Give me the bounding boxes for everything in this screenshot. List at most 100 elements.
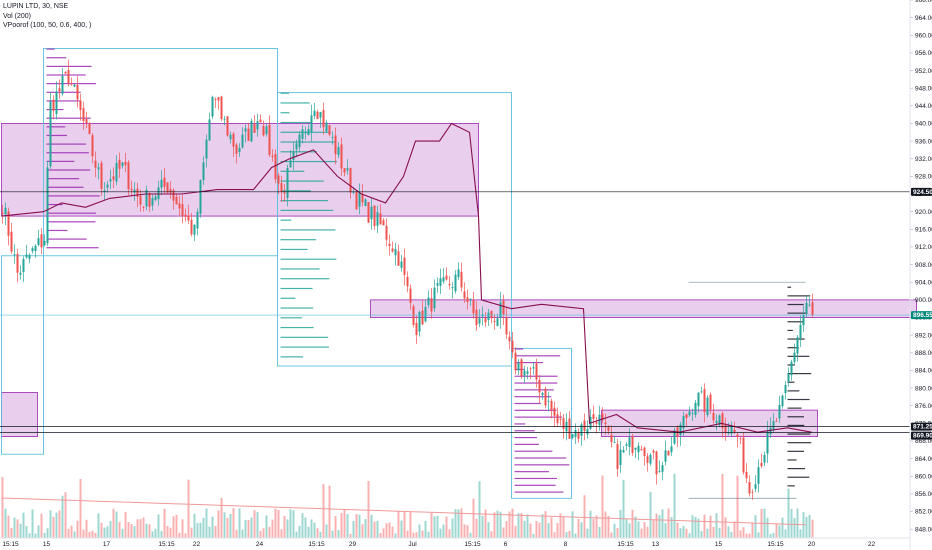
volume-bar: [196, 523, 199, 538]
candle-body: [778, 404, 781, 419]
candle-body: [634, 447, 637, 450]
volume-bar: [298, 525, 301, 538]
candle-body: [586, 429, 589, 435]
volume-bar: [319, 531, 322, 538]
candle-body: [133, 189, 136, 193]
time-axis[interactable]: 15:15 15 17 15:15 22 24 15:15 29 Jul 15:15 6 8 15:15…: [2, 541, 875, 548]
candle-body: [418, 312, 421, 332]
volume-bar: [730, 531, 733, 538]
candle-body: [67, 70, 70, 84]
volume-bar: [769, 533, 772, 538]
candle-body: [457, 269, 460, 278]
volume-bar: [454, 509, 457, 538]
candle-body: [601, 413, 604, 421]
candle-body: [583, 420, 586, 431]
chart-legend: LUPIN LTD, 30, NSE Vol (200) VPoorof (10…: [3, 2, 91, 31]
candle-body: [361, 193, 364, 203]
candle-body: [460, 271, 463, 288]
candle-body: [268, 124, 271, 155]
volume-bar: [151, 531, 154, 538]
volume-bar: [73, 531, 76, 538]
volume-bar: [631, 509, 634, 538]
candle-body: [775, 420, 778, 422]
candle-body: [694, 402, 697, 415]
candle-body: [187, 215, 190, 221]
volume-bar: [28, 533, 31, 538]
candle-body: [541, 393, 544, 395]
candle-body: [211, 96, 214, 117]
volume-bar: [445, 516, 448, 538]
volume-bar: [412, 532, 415, 538]
volume-bar: [274, 508, 277, 538]
candle-body: [760, 462, 763, 467]
volume-bar: [508, 511, 511, 538]
candle-body: [718, 415, 721, 426]
volume-bar: [718, 527, 721, 538]
volume-bar: [349, 533, 352, 538]
candle-body: [712, 412, 715, 421]
candle-body: [58, 88, 61, 92]
candle-body: [649, 454, 652, 464]
profile-row: [787, 433, 811, 435]
volume-bar: [19, 523, 22, 538]
y-tick-label: 912.00: [915, 244, 932, 251]
volume-profile-indicator-label[interactable]: VPoorof (100, 50, 0.6, 400, ): [3, 22, 92, 29]
volume-bar: [370, 514, 373, 538]
volume-bar: [580, 522, 583, 538]
volume-bar: [619, 509, 622, 538]
volume-bar: [238, 508, 241, 538]
candle-body: [247, 128, 250, 141]
y-tick-label: 860.00: [915, 473, 932, 480]
candle-body: [103, 190, 106, 192]
y-tick-label: 928.00: [915, 174, 932, 181]
candle-body: [19, 272, 22, 275]
x-tick-label: 15:15: [767, 541, 784, 548]
volume-bar: [52, 516, 55, 538]
zone-2: [601, 409, 818, 437]
y-tick-label: 852.00: [915, 509, 932, 516]
candle-body: [754, 484, 757, 489]
x-tick-label: 15:15: [617, 541, 634, 548]
profile-row: [46, 169, 91, 171]
volume-bar: [16, 519, 19, 538]
profile-row: [280, 258, 337, 260]
volume-bar: [757, 532, 760, 538]
candle-body: [796, 337, 799, 354]
profile-row: [280, 170, 305, 172]
volume-bar: [772, 532, 775, 538]
candle-body: [52, 99, 55, 111]
volume-bar: [796, 508, 799, 538]
volume-bar: [175, 514, 178, 538]
volume-bar: [484, 509, 487, 538]
candle-body: [451, 287, 454, 288]
volume-bar: [670, 517, 673, 538]
candle-body: [370, 206, 373, 220]
symbol-title[interactable]: LUPIN LTD, 30, NSE: [3, 3, 69, 10]
candle-body: [448, 283, 451, 286]
candle-body: [514, 352, 517, 371]
volume-bar: [715, 513, 718, 538]
volume-bar: [667, 508, 670, 538]
volume-bar: [229, 513, 232, 538]
candle-body: [286, 167, 289, 198]
volume-bar: [598, 526, 601, 538]
candle-body: [85, 119, 88, 124]
y-tick-label: 864.00: [915, 456, 932, 463]
x-tick-label: 15: [715, 541, 723, 548]
zone-1: [370, 299, 917, 318]
volume-bar: [13, 517, 16, 538]
candle-body: [811, 302, 814, 316]
candle-body: [229, 134, 232, 140]
candle-body: [4, 207, 7, 215]
profile-row: [280, 278, 330, 280]
volume-bar: [415, 532, 418, 538]
volume-bar: [85, 519, 88, 538]
candle-body: [412, 306, 415, 325]
candle-body: [76, 85, 79, 100]
candle-body: [508, 336, 511, 342]
volume-bar: [406, 530, 409, 538]
volume-indicator-label[interactable]: Vol (200): [3, 12, 32, 20]
candle-body: [442, 277, 445, 282]
volume-bar: [739, 530, 742, 538]
